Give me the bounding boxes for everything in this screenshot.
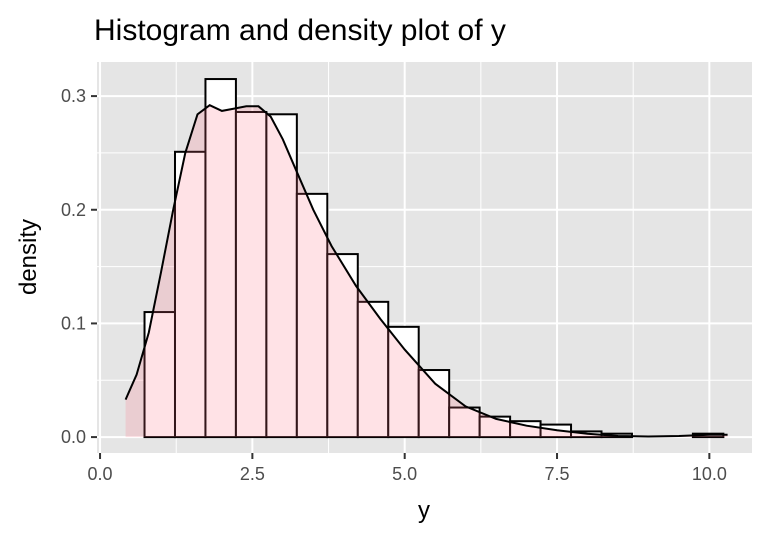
x-tick-label: 2.5 bbox=[240, 464, 265, 484]
histogram-bar bbox=[295, 192, 329, 439]
density-curve bbox=[124, 104, 728, 438]
x-tick-label: 10.0 bbox=[692, 464, 727, 484]
histogram-bar bbox=[265, 113, 298, 439]
x-tick-label: 7.5 bbox=[545, 464, 570, 484]
x-tick-label: 5.0 bbox=[392, 464, 417, 484]
y-axis-title: density bbox=[15, 219, 42, 295]
histogram-bar bbox=[387, 325, 420, 439]
chart-title: Histogram and density plot of y bbox=[94, 14, 506, 47]
y-tick-label: 0.0 bbox=[61, 427, 86, 447]
x-axis-title: y bbox=[418, 497, 430, 524]
x-tick-label: 0.0 bbox=[88, 464, 113, 484]
x-axis: 0.0 2.5 5.0 7.5 10.0 bbox=[88, 453, 727, 484]
histogram-bar bbox=[173, 150, 207, 439]
y-tick-label: 0.1 bbox=[61, 313, 86, 333]
histogram-bars bbox=[143, 78, 725, 439]
histogram-bar bbox=[234, 111, 268, 439]
histogram-bar bbox=[143, 311, 176, 439]
y-axis: 0.0 0.1 0.2 0.3 bbox=[61, 86, 97, 447]
y-tick-label: 0.3 bbox=[61, 86, 86, 106]
histogram-bar bbox=[326, 253, 359, 439]
histogram-bar bbox=[448, 406, 481, 439]
density-area bbox=[125, 105, 728, 438]
y-tick-label: 0.2 bbox=[61, 200, 86, 220]
histogram-bar bbox=[204, 78, 237, 439]
histogram-bar bbox=[356, 300, 390, 439]
